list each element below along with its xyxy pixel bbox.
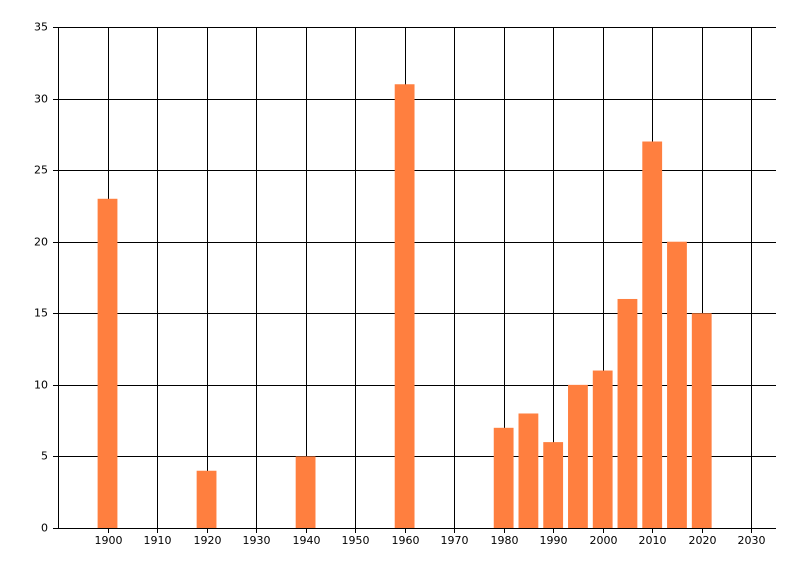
x-tick-label: 1900 bbox=[95, 534, 123, 547]
x-tick-label: 1960 bbox=[392, 534, 420, 547]
x-tick-label: 1920 bbox=[194, 534, 222, 547]
bar bbox=[295, 456, 316, 528]
y-tick-label: 35 bbox=[34, 21, 48, 34]
bar bbox=[518, 413, 539, 528]
bar bbox=[196, 470, 217, 528]
bar bbox=[493, 427, 514, 528]
bar bbox=[592, 370, 613, 528]
y-tick-label: 0 bbox=[41, 522, 48, 535]
bar bbox=[568, 384, 588, 528]
x-tick-label: 1970 bbox=[441, 534, 469, 547]
x-tick-label: 1940 bbox=[293, 534, 321, 547]
x-tick-label: 1980 bbox=[491, 534, 519, 547]
bar bbox=[543, 442, 564, 528]
bar bbox=[642, 141, 663, 528]
y-tick-label: 10 bbox=[34, 379, 48, 392]
x-tick-label: 1910 bbox=[144, 534, 172, 547]
bar bbox=[97, 198, 118, 528]
x-tick-label: 2000 bbox=[590, 534, 618, 547]
bar bbox=[667, 241, 687, 528]
y-tick-label: 5 bbox=[41, 450, 48, 463]
bar bbox=[394, 84, 415, 528]
y-tick-label: 20 bbox=[34, 236, 48, 249]
y-tick-label: 30 bbox=[34, 93, 48, 106]
x-tick-label: 2010 bbox=[639, 534, 667, 547]
x-tick-label: 1950 bbox=[342, 534, 370, 547]
x-tick-label: 2030 bbox=[738, 534, 766, 547]
x-tick-label: 1930 bbox=[243, 534, 271, 547]
x-tick-label: 1990 bbox=[540, 534, 568, 547]
bar bbox=[617, 298, 638, 528]
y-tick-label: 25 bbox=[34, 164, 48, 177]
bar bbox=[691, 313, 712, 528]
x-tick-label: 2020 bbox=[689, 534, 717, 547]
y-tick-label: 15 bbox=[34, 307, 48, 320]
